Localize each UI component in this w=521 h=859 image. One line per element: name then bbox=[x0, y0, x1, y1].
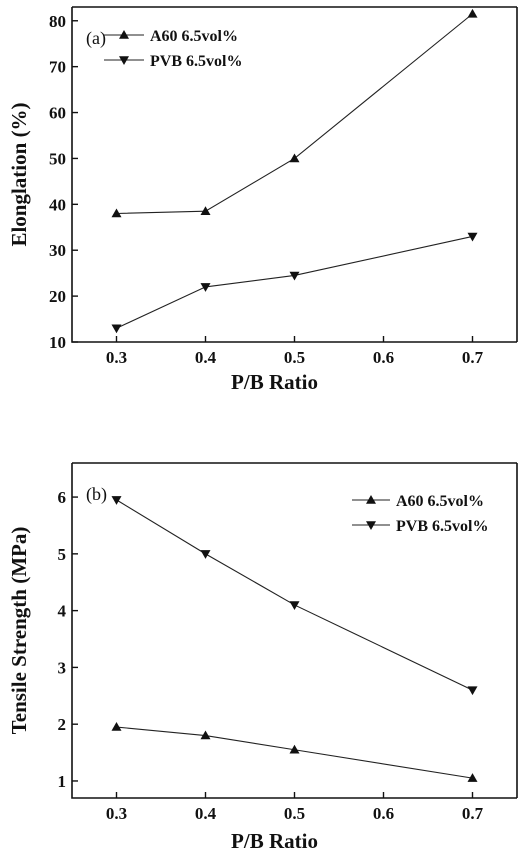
y-tick-label: 30 bbox=[49, 241, 66, 260]
data-point bbox=[200, 206, 211, 215]
chart-tensile-strength: 0.3 0.4 0.5 0.6 0.7 1 2 3 4 5 6 P/B Ratio Tensile St… bbox=[7, 462, 518, 853]
legend-marker bbox=[366, 495, 376, 504]
y-axis-label: Tensile Strength (MPa) bbox=[7, 527, 31, 735]
data-point bbox=[289, 744, 300, 754]
y-tick-label: 5 bbox=[58, 545, 67, 564]
y-tick-label: 1 bbox=[58, 772, 67, 791]
y-tick-label: 4 bbox=[58, 602, 67, 621]
data-point bbox=[289, 153, 300, 163]
y-tick-label: 6 bbox=[58, 488, 67, 507]
y-tick-label: 50 bbox=[49, 149, 66, 168]
legend-label: A60 6.5vol% bbox=[396, 493, 484, 510]
legend-marker bbox=[119, 30, 129, 39]
x-tick-label: 0.7 bbox=[462, 804, 484, 823]
x-tick-label: 0.4 bbox=[195, 348, 217, 367]
y-tick-label: 60 bbox=[49, 104, 66, 123]
x-tick-label: 0.6 bbox=[373, 348, 394, 367]
data-point bbox=[467, 686, 478, 696]
data-point bbox=[289, 271, 300, 281]
data-point bbox=[111, 324, 122, 334]
y-tick-label: 80 bbox=[49, 12, 66, 31]
data-point bbox=[467, 8, 478, 18]
x-axis-label: P/B Ratio bbox=[231, 829, 318, 853]
y-tick-label: 2 bbox=[58, 715, 67, 734]
panel-label: (a) bbox=[86, 28, 106, 49]
axis-frame bbox=[71, 463, 517, 799]
legend-marker bbox=[366, 521, 376, 530]
y-tick-label: 40 bbox=[49, 195, 66, 214]
x-tick-label: 0.5 bbox=[284, 804, 305, 823]
x-tick-label: 0.5 bbox=[284, 348, 305, 367]
series-line bbox=[116, 726, 473, 779]
y-tick-label: 10 bbox=[49, 333, 66, 352]
chart-elongation: 0.3 0.4 0.5 0.6 0.7 10 20 30 40 50 60 70 80 P/B Ratio… bbox=[7, 6, 518, 394]
legend-marker bbox=[119, 56, 129, 65]
panel-label: (b) bbox=[86, 484, 107, 505]
data-point bbox=[200, 283, 211, 292]
data-point bbox=[200, 550, 211, 559]
x-tick-label: 0.3 bbox=[106, 804, 127, 823]
series-line bbox=[116, 499, 473, 691]
axis-frame bbox=[71, 7, 517, 343]
legend-label: PVB 6.5vol% bbox=[150, 53, 242, 70]
x-axis-label: P/B Ratio bbox=[231, 370, 318, 394]
legend-label: A60 6.5vol% bbox=[150, 28, 238, 45]
data-point bbox=[467, 773, 478, 782]
y-tick-label: 3 bbox=[58, 658, 67, 677]
series-line bbox=[116, 235, 473, 329]
data-point bbox=[289, 601, 300, 610]
x-tick-label: 0.3 bbox=[106, 348, 127, 367]
data-point bbox=[111, 496, 122, 505]
data-point bbox=[111, 208, 122, 218]
x-tick-label: 0.6 bbox=[373, 804, 394, 823]
data-point bbox=[467, 232, 478, 242]
data-point bbox=[111, 722, 122, 731]
legend-label: PVB 6.5vol% bbox=[396, 518, 488, 535]
data-point bbox=[200, 730, 211, 740]
x-tick-label: 0.4 bbox=[195, 804, 217, 823]
y-axis-label: Elonglation (%) bbox=[7, 102, 31, 246]
x-tick-label: 0.7 bbox=[462, 348, 484, 367]
y-tick-label: 20 bbox=[49, 287, 66, 306]
series-line bbox=[116, 13, 473, 215]
y-tick-label: 70 bbox=[49, 58, 66, 77]
